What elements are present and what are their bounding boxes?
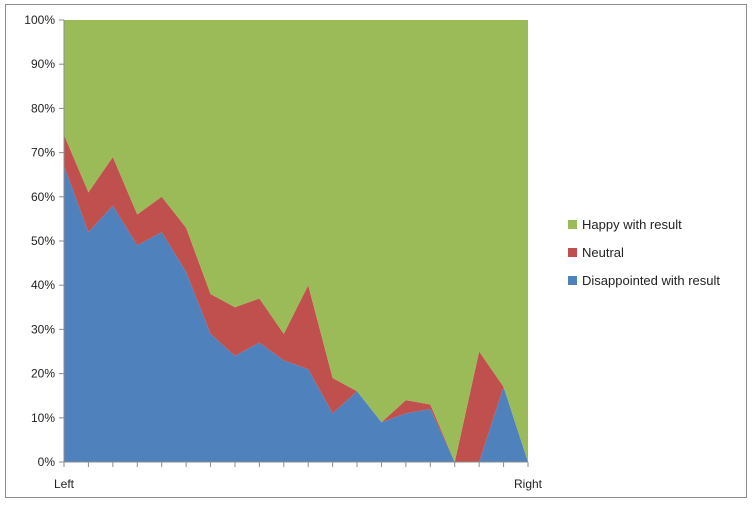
area-layer	[64, 20, 528, 463]
y-tick-label: 100%	[24, 13, 55, 27]
y-tick-label: 40%	[31, 278, 55, 292]
y-tick-label: 80%	[31, 101, 55, 115]
area-disappointed-with-result	[64, 165, 528, 463]
area-neutral	[64, 134, 528, 463]
legend-swatch-happy-with-result	[568, 220, 577, 229]
legend-label-disappointed-with-result: Disappointed with result	[582, 273, 720, 288]
legend: Happy with result Neutral Disappointed wit…	[568, 217, 720, 288]
y-tick-label: 10%	[31, 411, 55, 425]
legend-label-neutral: Neutral	[582, 245, 624, 260]
x-ticks	[63, 462, 529, 467]
y-tick-label: 90%	[31, 57, 55, 71]
y-tick-label: 20%	[31, 367, 55, 381]
y-tick-label: 0%	[38, 455, 56, 469]
y-tick-label: 70%	[31, 146, 55, 160]
y-tick-label: 50%	[31, 234, 55, 248]
y-tick-label: 60%	[31, 190, 55, 204]
legend-swatch-disappointed-with-result	[568, 276, 577, 285]
legend-label-happy-with-result: Happy with result	[582, 217, 682, 232]
area-happy-with-result	[64, 20, 528, 462]
y-tick-label: 30%	[31, 322, 55, 336]
legend-swatch-neutral	[568, 248, 577, 257]
y-ticks: 0% 10% 20% 30% 40% 50% 60% 70% 80% 90% 100%	[24, 13, 64, 469]
x-label-right: Right	[514, 477, 543, 491]
x-label-left: Left	[54, 477, 75, 491]
